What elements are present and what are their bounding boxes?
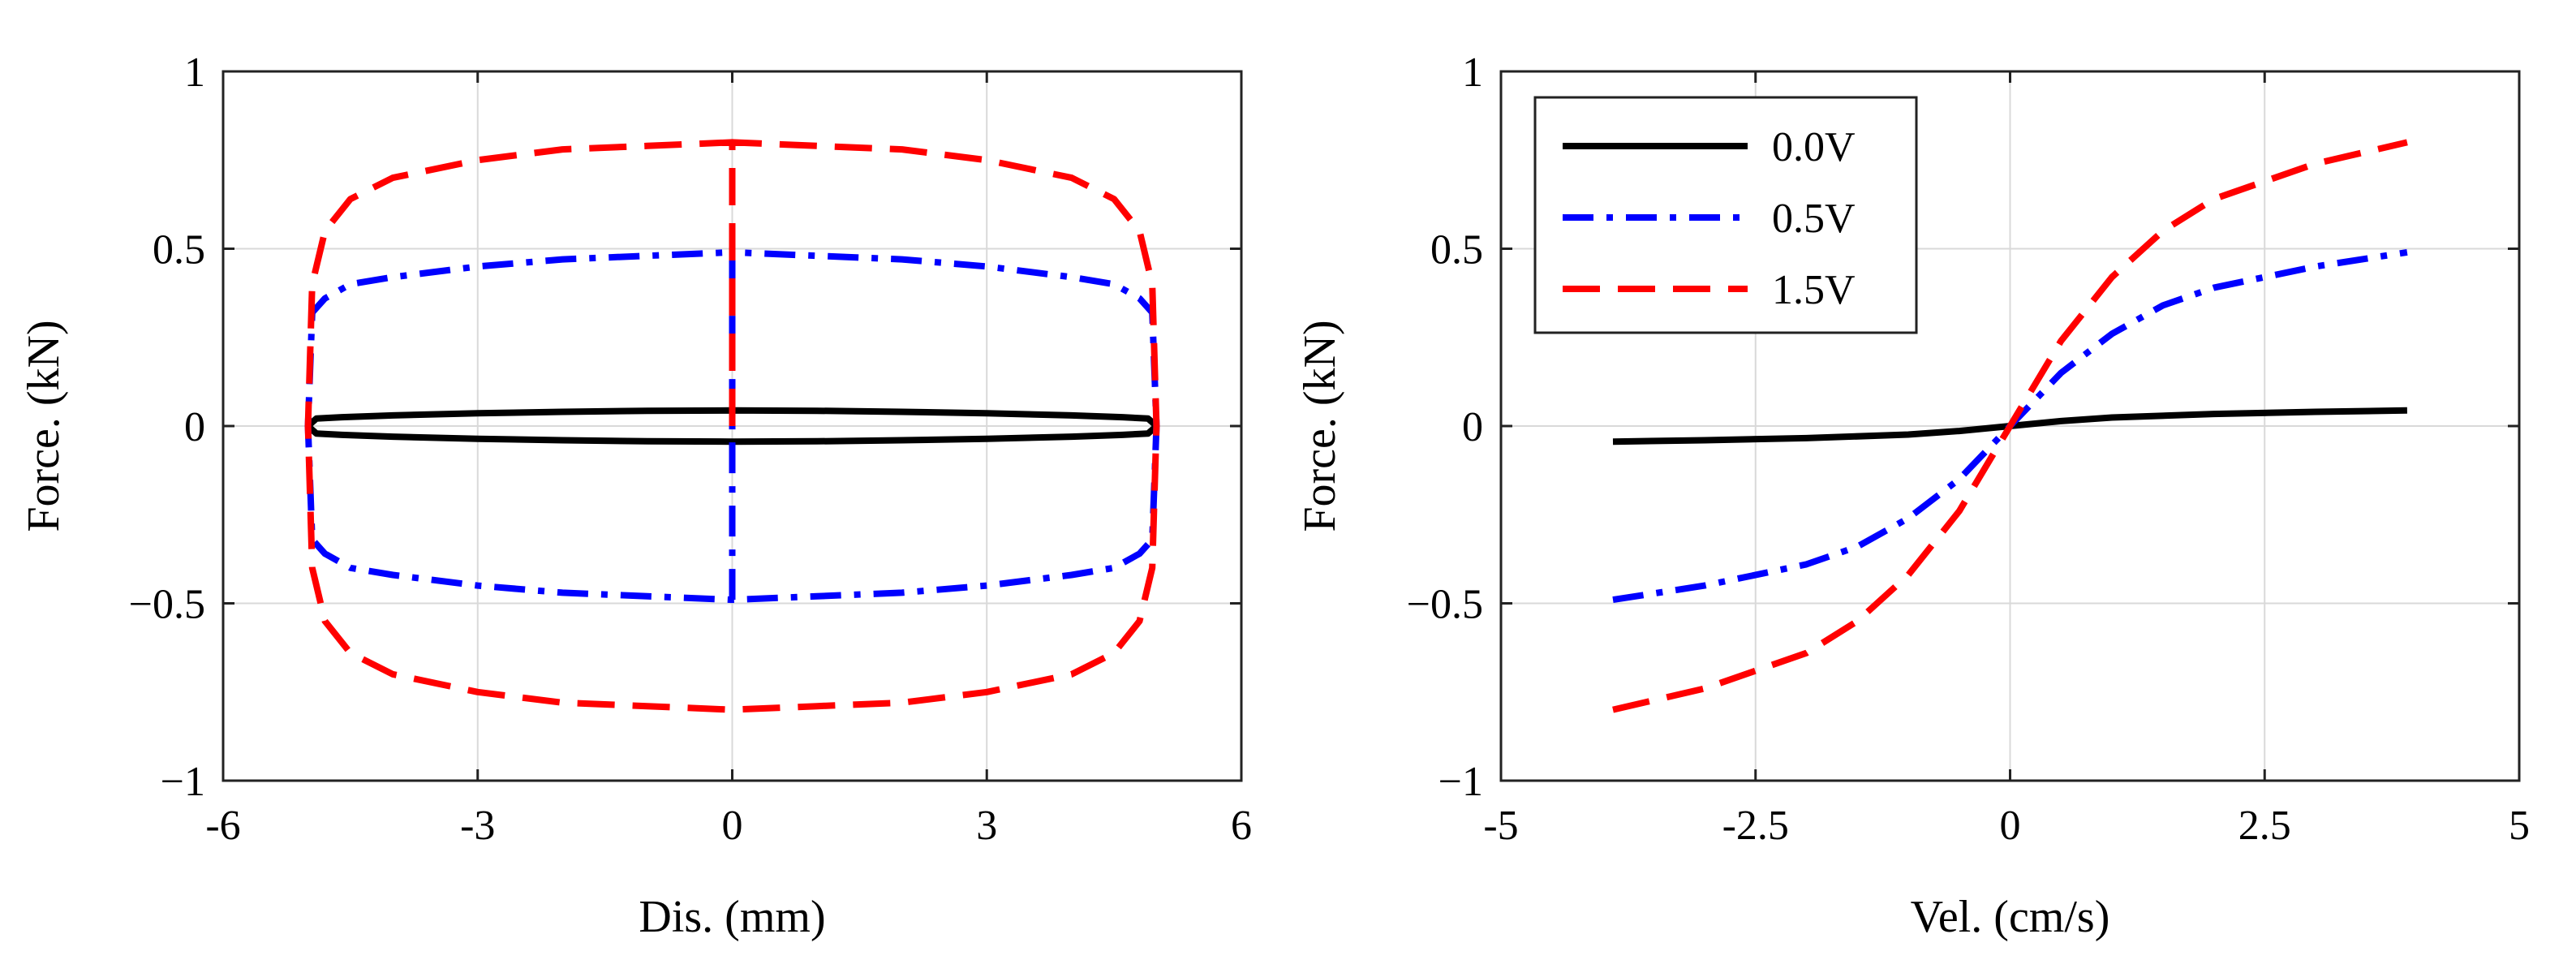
series-line-1-5v bbox=[304, 139, 1160, 713]
x-tick-label: -2.5 bbox=[1722, 803, 1789, 849]
series-line-0-5v bbox=[304, 248, 1160, 604]
y-tick-label: 1 bbox=[1462, 50, 1483, 96]
x-tick-label: 3 bbox=[976, 803, 997, 849]
y-tick-label: −1 bbox=[1439, 759, 1483, 805]
x-tick-label: 6 bbox=[1231, 803, 1252, 849]
x-tick-label: -5 bbox=[1483, 803, 1518, 849]
series-line-1-5v bbox=[1612, 139, 2408, 713]
x-tick-label: -6 bbox=[205, 803, 240, 849]
y-tick-label: −1 bbox=[161, 759, 205, 805]
legend: 0.0V 0.5V 1.5V bbox=[1533, 96, 1918, 334]
x-tick-label: 2.5 bbox=[2238, 803, 2291, 849]
x-axis-label: Vel. (cm/s) bbox=[1911, 892, 2110, 942]
x-tick-label: 5 bbox=[2509, 803, 2530, 849]
legend-box bbox=[1533, 96, 1918, 334]
x-tick-label: 0 bbox=[2000, 803, 2021, 849]
legend-label: 0.5V bbox=[1772, 196, 1856, 242]
series-line-0-0v bbox=[304, 407, 1160, 446]
y-axis-label: Force. (kN) bbox=[19, 320, 69, 532]
y-tick-label: −0.5 bbox=[1407, 582, 1483, 628]
left-chart-dis-force: -6 -3 0 3 6 −1 −0.5 0 0.5 1 Dis. (mm) Force. (kN) bbox=[19, 50, 1252, 942]
y-tick-label: 1 bbox=[184, 50, 205, 96]
x-axis-label: Dis. (mm) bbox=[639, 892, 825, 942]
y-tick-label: 0 bbox=[184, 404, 205, 450]
legend-label: 0.0V bbox=[1772, 124, 1856, 170]
y-tick-label: 0.5 bbox=[1430, 227, 1483, 273]
legend-label: 1.5V bbox=[1772, 267, 1856, 313]
y-tick-label: 0 bbox=[1462, 404, 1483, 450]
y-tick-label: −0.5 bbox=[129, 582, 205, 628]
y-axis-label: Force. (kN) bbox=[1295, 320, 1345, 532]
x-tick-label: -3 bbox=[460, 803, 495, 849]
right-chart-vel-force: -5 -2.5 0 2.5 5 −1 −0.5 0 0.5 1 Vel. (cm/s) Force. … bbox=[1295, 50, 2530, 942]
x-tick-label: 0 bbox=[722, 803, 743, 849]
y-tick-label: 0.5 bbox=[153, 227, 205, 273]
